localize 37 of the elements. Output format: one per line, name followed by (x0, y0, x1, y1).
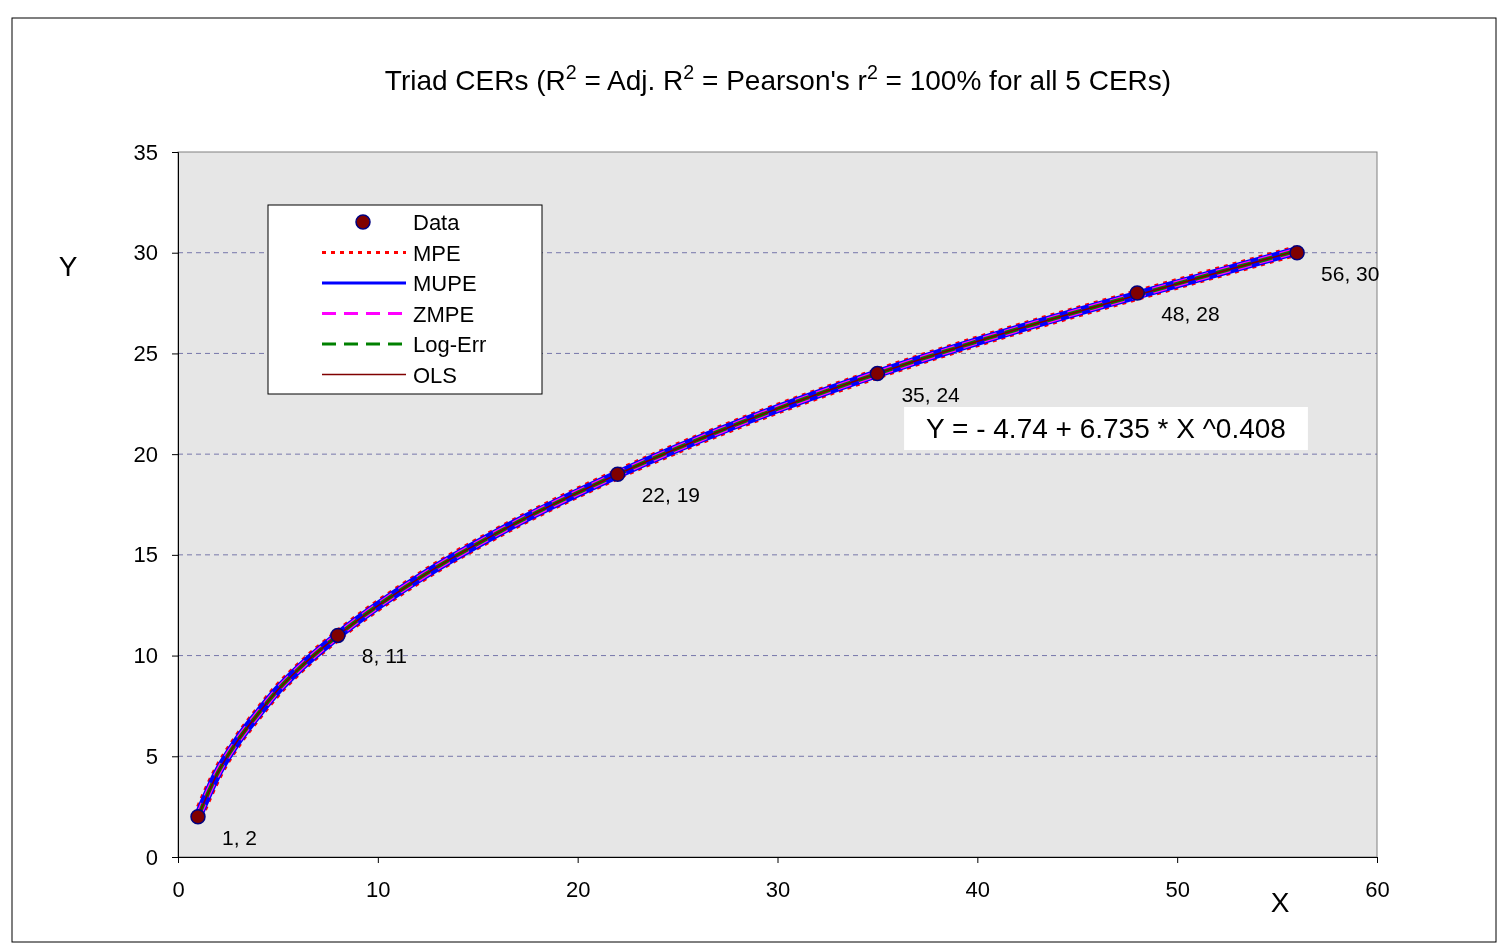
point (609, 466, 626, 483)
point (330, 627, 346, 644)
legend-label: MUPE (413, 271, 477, 296)
y-tick-label: 10 (133, 643, 158, 669)
y-tick-label: 0 (145, 844, 158, 870)
annotation: Y = - 4.74 + 6.735 * X ^0.408 (926, 413, 1286, 444)
data-label: 8, 11 (361, 644, 408, 668)
legend-label: ZMPE (413, 301, 475, 327)
x-tick-label: 40 (965, 876, 991, 902)
data-label: 22, 19 (641, 483, 701, 507)
point (1289, 244, 1305, 261)
legend-label: Log-Err (413, 332, 487, 357)
x-tick-label: 20 (565, 876, 591, 902)
legend-label: MPE (413, 240, 461, 266)
x-tick-label: 0 (172, 876, 185, 902)
y-axis-title: Y (58, 251, 78, 282)
x-tick-label: 30 (765, 876, 791, 902)
legend-label: Data (413, 210, 461, 235)
data-label: 1, 2 (221, 825, 258, 849)
y-tick-label: 20 (133, 441, 158, 467)
y-tick-label: 35 (133, 139, 158, 165)
data-label: 48, 28 (1161, 302, 1220, 325)
x-tick-label: 50 (1165, 876, 1190, 902)
x-tick-label: 60 (1365, 876, 1390, 902)
legend-label: OLS (413, 362, 458, 388)
y-tick-label: 30 (133, 240, 158, 266)
y-tick-label: 15 (133, 542, 158, 568)
chart-title: Triad CERs (R$^{2}$ = Adj. R$^{2}$ = Pearson's r$^{2}$ = 100% for all 5 CERs) (384, 61, 1172, 96)
point (190, 808, 206, 825)
point (1129, 285, 1145, 301)
point (869, 365, 886, 382)
y-tick-label: 5 (145, 743, 158, 769)
y-tick-label: 25 (133, 340, 158, 366)
x-tick-label: 10 (366, 876, 391, 902)
data-label: 35, 24 (901, 382, 961, 406)
x-axis-title: X (1270, 887, 1290, 918)
data-label: 56, 30 (1321, 261, 1380, 285)
